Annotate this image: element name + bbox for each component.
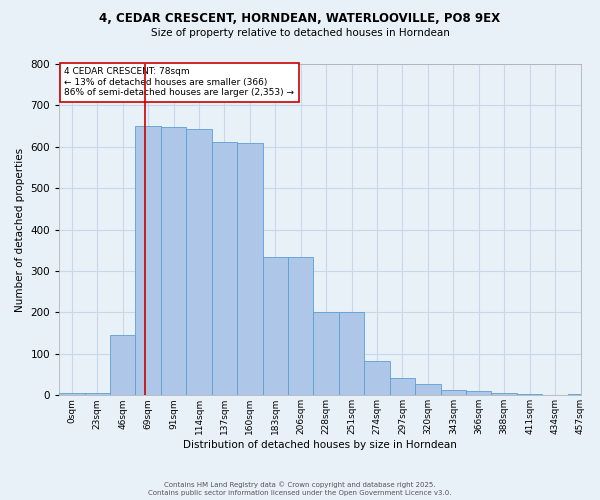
Bar <box>85 393 110 396</box>
Bar <box>237 142 263 396</box>
Bar <box>415 384 440 396</box>
Bar <box>59 393 85 396</box>
Text: Contains public sector information licensed under the Open Government Licence v3: Contains public sector information licen… <box>148 490 452 496</box>
Bar <box>136 126 161 396</box>
Text: Contains HM Land Registry data © Crown copyright and database right 2025.: Contains HM Land Registry data © Crown c… <box>164 481 436 488</box>
Bar <box>110 335 136 396</box>
Bar <box>390 378 415 396</box>
Bar <box>339 312 364 396</box>
Text: 4, CEDAR CRESCENT, HORNDEAN, WATERLOOVILLE, PO8 9EX: 4, CEDAR CRESCENT, HORNDEAN, WATERLOOVIL… <box>100 12 500 26</box>
Text: 4 CEDAR CRESCENT: 78sqm
← 13% of detached houses are smaller (366)
86% of semi-d: 4 CEDAR CRESCENT: 78sqm ← 13% of detache… <box>64 68 295 97</box>
Bar <box>364 361 390 396</box>
Bar <box>288 256 313 396</box>
Bar <box>440 390 466 396</box>
Bar <box>187 130 212 396</box>
Bar <box>263 256 288 396</box>
Bar <box>466 391 491 396</box>
Y-axis label: Number of detached properties: Number of detached properties <box>15 148 25 312</box>
Bar <box>568 394 593 396</box>
Bar <box>212 142 237 396</box>
Bar <box>491 393 517 396</box>
X-axis label: Distribution of detached houses by size in Horndean: Distribution of detached houses by size … <box>183 440 457 450</box>
Bar <box>161 127 187 396</box>
Bar <box>313 312 339 396</box>
Text: Size of property relative to detached houses in Horndean: Size of property relative to detached ho… <box>151 28 449 38</box>
Bar <box>517 394 542 396</box>
